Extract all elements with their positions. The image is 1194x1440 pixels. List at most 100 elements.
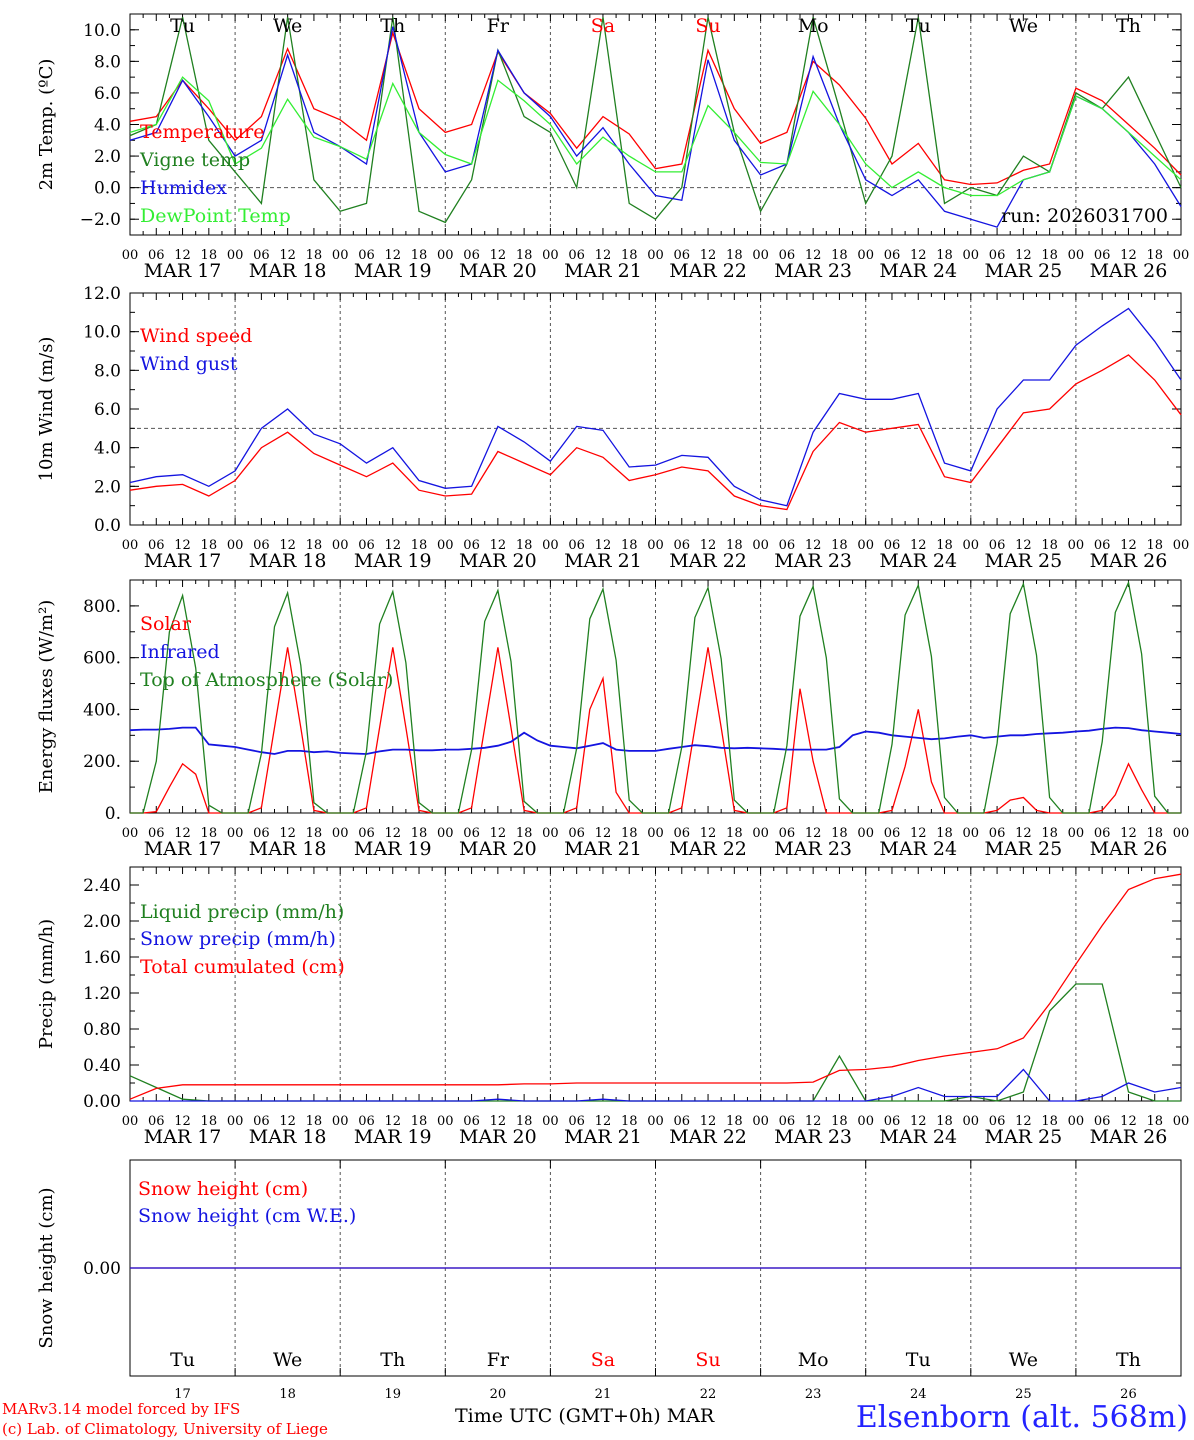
date-label: MAR 25 (984, 1126, 1062, 1148)
date-label: MAR 17 (144, 1126, 222, 1148)
weekday-label: We (1009, 1349, 1038, 1371)
y-axis-label: Precip (mm/h) (36, 919, 57, 1049)
weekday-label: Mo (798, 1349, 829, 1371)
hour-tick-label: 00 (1173, 826, 1190, 841)
hour-tick-label: 06 (989, 1114, 1006, 1129)
hour-tick-label: 12 (384, 538, 401, 553)
hour-tick-label: 00 (752, 538, 769, 553)
weekday-label: Fr (487, 15, 510, 37)
hour-tick-label: 06 (253, 826, 270, 841)
hour-tick-label: 12 (384, 1114, 401, 1129)
y-tick-label: 6.0 (94, 400, 121, 420)
hour-tick-label: 00 (542, 826, 559, 841)
hour-tick-label: 06 (884, 1114, 901, 1129)
date-label: MAR 24 (879, 260, 957, 282)
hour-tick-label: 00 (437, 1114, 454, 1129)
hour-tick-label: 00 (963, 1114, 980, 1129)
hour-tick-label: 12 (174, 826, 191, 841)
hour-tick-label: 18 (621, 1114, 638, 1129)
weekday-label: We (1009, 15, 1038, 37)
hour-tick-label: 12 (384, 248, 401, 263)
hour-tick-label: 12 (490, 1114, 507, 1129)
y-tick-label: 400. (83, 700, 121, 720)
weekday-label: Su (695, 1349, 720, 1371)
legend-entry: Wind speed (140, 325, 252, 347)
legend-entry: Total cumulated (cm) (140, 956, 345, 978)
hour-tick-label: 12 (490, 248, 507, 263)
day-number-label: 21 (595, 1387, 612, 1402)
hour-tick-label: 18 (831, 826, 848, 841)
y-axis-label: 2m Temp. (ºC) (36, 59, 57, 191)
day-number-label: 26 (1120, 1387, 1137, 1402)
y-tick-label: 2.00 (83, 912, 121, 932)
hour-tick-label: 18 (1041, 538, 1058, 553)
hour-tick-label: 06 (1094, 1114, 1111, 1129)
date-label: MAR 21 (564, 260, 642, 282)
hour-tick-label: 12 (1015, 826, 1032, 841)
hour-tick-label: 12 (1120, 248, 1137, 263)
hour-tick-label: 06 (779, 538, 796, 553)
y-tick-label: 10.0 (83, 323, 121, 343)
station-name: Elsenborn (alt. 568m) (855, 1400, 1188, 1435)
hour-tick-label: 00 (332, 248, 349, 263)
date-label: MAR 18 (249, 550, 327, 572)
hour-tick-label: 18 (201, 826, 218, 841)
hour-tick-label: 12 (700, 1114, 717, 1129)
hour-tick-label: 12 (595, 1114, 612, 1129)
hour-tick-label: 00 (542, 248, 559, 263)
panel-3: 0. 200. 400. 600. 800. Energy fluxes (W/m²) 00… (36, 579, 1190, 860)
hour-tick-label: 18 (306, 1114, 323, 1129)
hour-tick-label: 12 (490, 538, 507, 553)
series-line (129, 726, 1182, 755)
hour-tick-label: 06 (358, 538, 375, 553)
hour-tick-label: 06 (463, 538, 480, 553)
hour-tick-label: 12 (174, 248, 191, 263)
hour-tick-label: 12 (910, 1114, 927, 1129)
hour-tick-label: 18 (621, 826, 638, 841)
hour-tick-label: 12 (805, 1114, 822, 1129)
hour-tick-label: 06 (989, 248, 1006, 263)
weekday-label: Tu (906, 1349, 931, 1371)
hour-tick-label: 00 (332, 1114, 349, 1129)
hour-tick-label: 12 (595, 248, 612, 263)
hour-tick-label: 06 (884, 826, 901, 841)
hour-tick-label: 06 (779, 826, 796, 841)
hour-tick-label: 06 (253, 1114, 270, 1129)
hour-tick-label: 18 (936, 826, 953, 841)
hour-tick-label: 00 (227, 826, 244, 841)
hour-tick-label: 12 (805, 248, 822, 263)
panel-5: 0.00 Snow height (cm) Snow height (cm) Snow… (36, 1159, 1182, 1377)
panel-1: −2.0 0.0 2.0 4.0 6.0 8.0 10.0 2m Temp. (ºC) 00 06… (36, 13, 1189, 282)
legend-entry: Snow precip (mm/h) (140, 928, 336, 950)
date-label: MAR 18 (249, 838, 327, 860)
y-tick-label: 10.0 (83, 21, 121, 41)
hour-tick-label: 06 (674, 248, 691, 263)
hour-tick-label: 18 (726, 538, 743, 553)
legend-entry: Temperature (140, 121, 264, 143)
hour-tick-label: 00 (122, 1114, 139, 1129)
y-tick-label: 0.40 (83, 1056, 121, 1076)
hour-tick-label: 12 (279, 248, 296, 263)
day-number-label: 24 (910, 1387, 927, 1402)
hour-tick-label: 18 (726, 1114, 743, 1129)
hour-tick-label: 12 (700, 248, 717, 263)
date-label: MAR 25 (984, 838, 1062, 860)
day-number-label: 20 (490, 1387, 507, 1402)
model-credit: MARv3.14 model forced by IFS (2, 1400, 241, 1418)
hour-tick-label: 18 (516, 1114, 533, 1129)
date-label: MAR 20 (459, 550, 537, 572)
weekday-label: We (273, 1349, 302, 1371)
day-number-label: 19 (384, 1387, 401, 1402)
date-label: MAR 22 (669, 260, 747, 282)
date-label: MAR 26 (1090, 838, 1168, 860)
hour-tick-label: 18 (1146, 826, 1163, 841)
hour-tick-label: 00 (332, 538, 349, 553)
hour-tick-label: 12 (910, 538, 927, 553)
hour-tick-label: 06 (358, 248, 375, 263)
weekday-label: Tu (170, 1349, 195, 1371)
y-tick-label: 0.0 (94, 179, 121, 199)
hour-tick-label: 18 (411, 538, 428, 553)
hour-tick-label: 18 (621, 538, 638, 553)
y-tick-label: 2.0 (94, 147, 121, 167)
y-tick-label: −2.0 (80, 210, 121, 230)
